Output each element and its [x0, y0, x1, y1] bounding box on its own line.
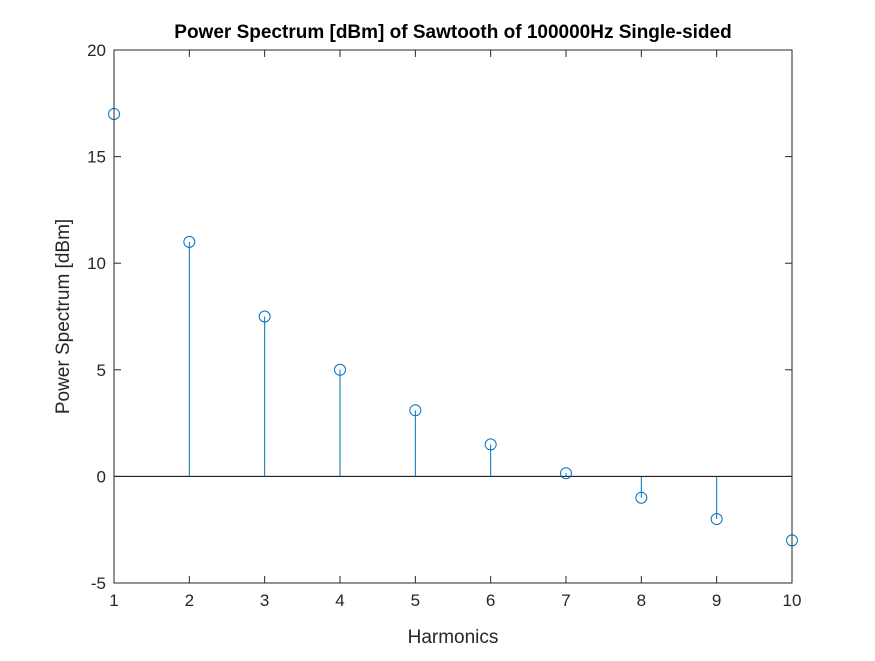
- y-tick-label: 0: [97, 467, 106, 486]
- y-tick-label: -5: [91, 574, 106, 593]
- stem-marker: [409, 404, 422, 417]
- y-tick-label: 15: [87, 148, 106, 167]
- x-tick-label: 2: [185, 591, 194, 610]
- chart-title: Power Spectrum [dBm] of Sawtooth of 1000…: [174, 22, 731, 43]
- axes-box: [113, 49, 793, 584]
- x-tick-label: 10: [783, 591, 802, 610]
- x-axis-label: Harmonics: [408, 627, 499, 648]
- x-tick-label: 3: [260, 591, 269, 610]
- y-tick-label: 10: [87, 254, 106, 273]
- y-tick-label: 20: [87, 41, 106, 60]
- stem-marker: [710, 513, 723, 526]
- stem-marker: [334, 363, 346, 376]
- stem-marker: [484, 438, 497, 451]
- stem-marker: [183, 235, 196, 248]
- y-axis-label: Power Spectrum [dBm]: [53, 219, 74, 414]
- y-tick-label: 5: [97, 361, 106, 380]
- x-tick-label: 6: [486, 591, 495, 610]
- stem-marker: [635, 491, 648, 504]
- stem-marker: [258, 310, 271, 323]
- x-tick-label: 5: [411, 591, 420, 610]
- x-tick-label: 8: [637, 591, 646, 610]
- stem-marker: [560, 467, 572, 480]
- x-tick-label: 1: [109, 591, 118, 610]
- x-tick-label: 7: [561, 591, 570, 610]
- x-tick-label: 4: [335, 591, 344, 610]
- plot-area: [114, 50, 792, 583]
- x-tick-label: 9: [712, 591, 721, 610]
